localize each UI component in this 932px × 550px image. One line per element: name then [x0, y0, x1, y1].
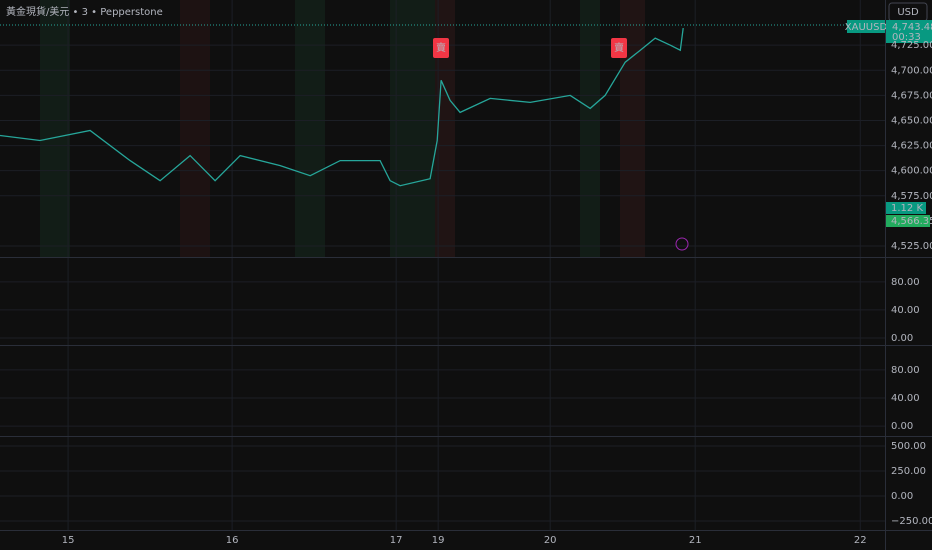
price-line: [0, 28, 684, 187]
sell-marker: [433, 38, 449, 58]
countdown: 00:33: [892, 32, 921, 43]
x-tick-label: 15: [62, 535, 75, 546]
y-tick-label: 40.00: [891, 305, 920, 316]
alert-icon[interactable]: [675, 237, 689, 251]
x-tick-label: 17: [390, 535, 403, 546]
y-tick-label: 0.00: [891, 491, 913, 502]
level-tag-bg: [886, 215, 930, 227]
volume-tag: 1.12 K: [891, 203, 923, 214]
x-tick-label: 19: [432, 535, 445, 546]
x-tick-label: 16: [226, 535, 239, 546]
volume-tag-bg: [886, 202, 926, 214]
y-tick-label: 0.00: [891, 333, 913, 344]
last-price-bg: [886, 20, 932, 43]
currency[interactable]: USD: [897, 7, 919, 18]
x-tick-label: 22: [854, 535, 867, 546]
y-tick-label: 4,600.00: [891, 166, 932, 177]
y-tick-label: 4,575.00: [891, 191, 932, 202]
level-tag: 4,566.35: [891, 216, 932, 227]
y-tick-label: −250.00: [891, 516, 932, 527]
symbol-title: 黃金現貨/美元 • 3 • Pepperstone: [6, 5, 163, 18]
sell-label: 賣: [614, 41, 624, 54]
x-tick-label: 20: [544, 535, 557, 546]
sell-marker: [611, 38, 627, 58]
y-tick-label: 80.00: [891, 365, 920, 376]
y-tick-label: 4,525.00: [891, 241, 932, 252]
y-tick-label: 4,650.00: [891, 115, 932, 126]
y-tick-label: 4,700.00: [891, 65, 932, 76]
y-tick-label: 250.00: [891, 466, 926, 477]
last-price: 4,743.48: [892, 22, 932, 33]
session-bands: [40, 0, 645, 257]
x-tick-label: 21: [689, 535, 702, 546]
y-tick-label: 40.00: [891, 393, 920, 404]
symbol-tag-bg: [847, 20, 885, 33]
y-tick-label: 0.00: [891, 421, 913, 432]
y-tick-label: 500.00: [891, 441, 926, 452]
symbol-tag: XAUUSD: [845, 22, 888, 33]
sell-label: 賣: [436, 41, 446, 54]
y-tick-label: 4,675.00: [891, 90, 932, 101]
y-tick-label: 4,725.00: [891, 40, 932, 51]
y-tick-label: 4,625.00: [891, 141, 932, 152]
y-tick-label: 80.00: [891, 277, 920, 288]
